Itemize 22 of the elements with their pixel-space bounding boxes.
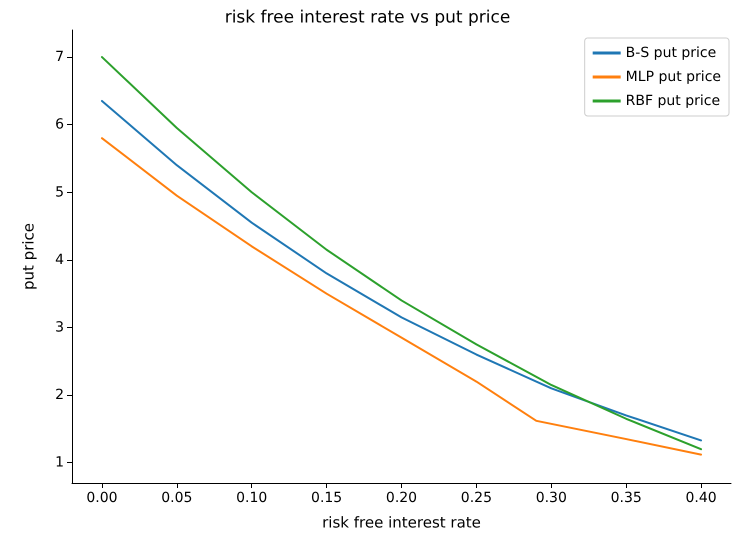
x-tick-label: 0.35	[610, 490, 642, 506]
y-axis-title: put price	[20, 222, 38, 290]
y-tick-label: 6	[55, 116, 64, 133]
y-tick-label: 1	[55, 454, 64, 471]
x-tick-label: 0.00	[86, 490, 118, 506]
y-tick-label: 3	[55, 319, 64, 336]
y-tick-label: 4	[55, 252, 64, 268]
y-tick-label: 7	[55, 49, 64, 66]
x-tick-label: 0.40	[685, 490, 717, 506]
x-tick-label: 0.10	[236, 490, 268, 506]
legend-label: MLP put price	[626, 69, 722, 85]
legend-label: RBF put price	[626, 93, 720, 109]
x-tick-label: 0.25	[460, 490, 492, 506]
x-axis-title: risk free interest rate	[322, 514, 481, 532]
x-tick-label: 0.30	[536, 490, 567, 506]
x-tick-label: 0.20	[386, 490, 418, 506]
legend-label: B-S put price	[626, 45, 716, 61]
y-tick-label: 2	[55, 387, 64, 404]
x-tick-label: 0.15	[311, 490, 342, 506]
x-tick-label: 0.05	[161, 490, 192, 506]
chart-title: risk free interest rate vs put price	[224, 8, 510, 28]
y-tick-label: 5	[55, 184, 64, 200]
